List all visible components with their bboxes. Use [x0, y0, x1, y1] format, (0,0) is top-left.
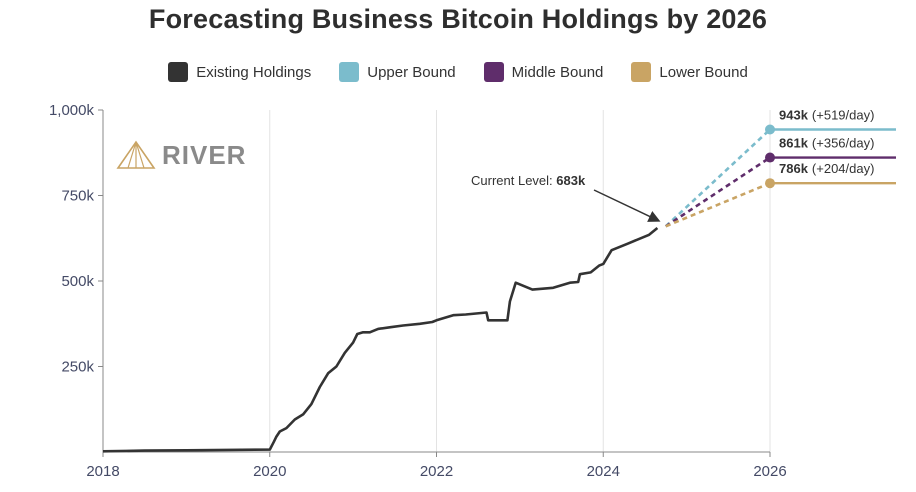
legend-label: Existing Holdings	[196, 63, 312, 81]
end-label-value: 861k	[779, 136, 809, 151]
annotation-arrow	[593, 189, 661, 222]
legend-swatch	[339, 62, 360, 82]
legend-item: Existing Holdings	[168, 62, 311, 82]
x-tick-label: 2018	[86, 463, 119, 480]
legend-swatch	[483, 62, 504, 82]
logo-mark-lines	[127, 141, 145, 169]
forecast-line	[664, 128, 771, 228]
chart-title: Forecasting Business Bitcoin Holdings by…	[148, 4, 768, 34]
legend-item: Middle Bound	[483, 62, 604, 82]
legend-label: Lower Bound	[659, 63, 748, 81]
end-label: 943k (+519/day)	[779, 107, 874, 122]
forecast-line	[665, 156, 771, 228]
legend-label: Middle Bound	[511, 63, 604, 81]
annotation-text: Current Level: 683k	[471, 173, 586, 188]
x-tick-label: 2026	[753, 463, 786, 480]
legend-swatch	[168, 62, 189, 82]
legend-item: Upper Bound	[339, 62, 456, 82]
x-tick-label: 2022	[420, 463, 453, 480]
forecast-line	[665, 181, 771, 228]
x-tick-label: 2024	[587, 463, 620, 480]
end-label: 861k (+356/day)	[779, 136, 874, 151]
legend-label: Upper Bound	[367, 63, 456, 81]
y-tick-label: 1,000k	[49, 102, 95, 119]
logo-text: RIVER	[162, 140, 246, 170]
forecast-endpoint	[765, 178, 775, 189]
end-label-value: 943k	[779, 107, 809, 122]
y-tick-label: 250k	[61, 359, 94, 376]
legend-item: Lower Bound	[631, 62, 748, 82]
forecast-endpoint	[765, 124, 775, 135]
end-label-value: 786k	[779, 161, 809, 176]
annotation-prefix: Current Level:	[471, 173, 556, 188]
series-line-existing-holdings	[102, 226, 659, 453]
y-tick-label: 500k	[61, 273, 94, 290]
y-tick-label: 750k	[61, 188, 94, 205]
forecast-endpoint	[765, 152, 775, 163]
annotation-value: 683k	[556, 173, 586, 188]
legend: Existing Holdings Upper Bound Middle Bound…	[0, 62, 916, 82]
end-label: 786k (+204/day)	[779, 161, 874, 176]
end-label-rate: (+356/day)	[812, 136, 875, 151]
legend-swatch	[631, 62, 652, 82]
x-tick-label: 2020	[253, 463, 286, 480]
end-label-rate: (+519/day)	[812, 107, 875, 122]
river-logo: RIVER	[116, 140, 246, 170]
end-label-rate: (+204/day)	[812, 161, 875, 176]
